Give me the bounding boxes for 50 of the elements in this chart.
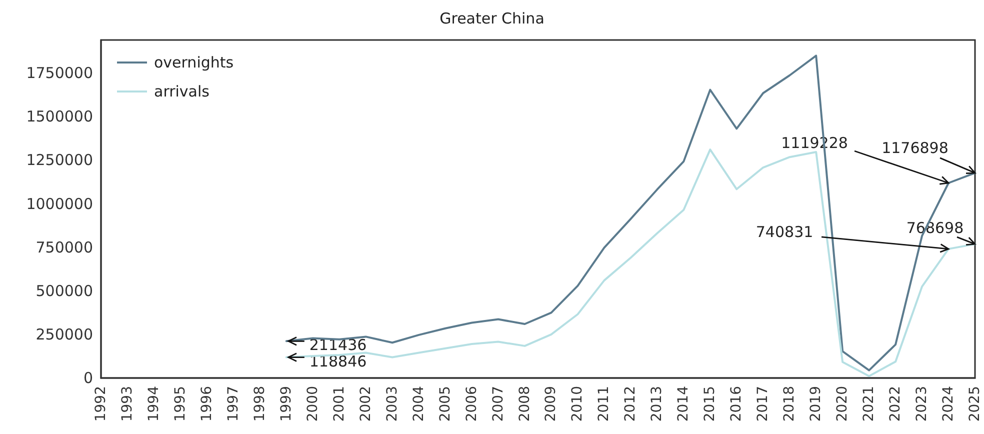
line-series <box>285 54 976 372</box>
x-tick-label: 2005 <box>437 386 454 422</box>
x-tick-label: 2013 <box>649 386 666 422</box>
x-tick-label: 2009 <box>543 386 560 422</box>
x-tick-label: 2024 <box>940 386 957 422</box>
y-tick-label: 1500000 <box>26 108 93 126</box>
x-tick-label: 2016 <box>728 386 745 422</box>
x-tick-label: 1999 <box>278 386 294 422</box>
x-tick-label: 1993 <box>119 386 136 422</box>
annotation: 118846 <box>309 352 367 370</box>
x-tick-label: 1998 <box>252 386 268 422</box>
x-tick-label: 1995 <box>172 386 188 422</box>
x-tick-label: 2000 <box>304 386 321 422</box>
x-tick-label: 2014 <box>676 386 692 422</box>
x-tick-label: 2001 <box>331 386 348 422</box>
y-tick-label: 750000 <box>36 238 93 256</box>
x-tick-label: 2012 <box>622 386 639 422</box>
x-tick-label: 1994 <box>146 386 162 422</box>
x-tick-label: 2010 <box>570 386 586 422</box>
x-tick-label: 2003 <box>384 386 400 422</box>
y-tick-label: 500000 <box>36 282 93 300</box>
annotation: 740831 <box>756 222 814 241</box>
x-tick-label: 2025 <box>967 386 983 422</box>
y-tick-label: 250000 <box>36 325 93 344</box>
x-tick-label: 2006 <box>464 386 480 422</box>
x-tick-label: 2022 <box>888 386 904 422</box>
x-tick-label: 2008 <box>516 386 533 422</box>
legend-label: overnights <box>154 54 234 72</box>
x-tick-label: 1992 <box>93 386 109 422</box>
x-tick-label: 2007 <box>490 386 506 422</box>
x-tick-label: 1996 <box>198 386 215 422</box>
annotation: 1176898 <box>882 138 948 157</box>
annotation: 211436 <box>309 336 367 354</box>
y-tick-label: 1000000 <box>26 194 93 213</box>
y-tick-label: 1750000 <box>26 64 93 82</box>
x-tick-label: 2018 <box>782 386 798 422</box>
x-tick-label: 2011 <box>596 386 612 422</box>
y-tick-label: 1250000 <box>26 151 93 170</box>
x-tick-label: 2015 <box>702 386 718 422</box>
y-tick-label: 0 <box>83 369 93 387</box>
x-tick-label: 2002 <box>358 386 374 422</box>
x-tick-label: 2004 <box>410 386 427 422</box>
legend-label: arrivals <box>154 82 210 100</box>
chart-title: Greater China <box>440 10 544 28</box>
x-tick-label: 2021 <box>861 386 878 422</box>
x-tick-label: 2019 <box>808 386 824 422</box>
x-tick-label: 1997 <box>225 386 242 422</box>
x-tick-label: 2023 <box>914 386 930 422</box>
x-tick-label: 2017 <box>755 386 772 422</box>
x-tick-label: 2020 <box>834 386 851 422</box>
